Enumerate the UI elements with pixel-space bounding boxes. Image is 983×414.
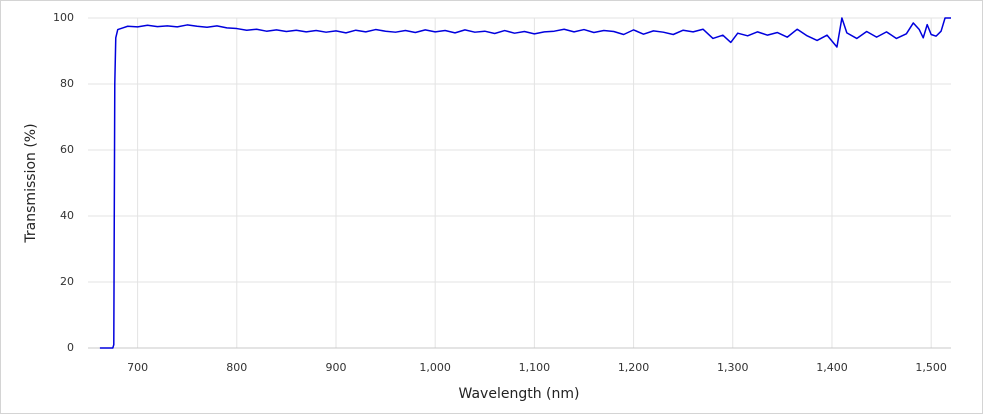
- x-tick-label: 1,100: [519, 361, 551, 374]
- x-tick-label: 1,500: [915, 361, 947, 374]
- x-tick-label: 1,400: [816, 361, 848, 374]
- y-tick-label: 0: [67, 341, 74, 354]
- x-tick-label: 900: [325, 361, 346, 374]
- x-tick-label: 1,200: [618, 361, 650, 374]
- x-axis-title: Wavelength (nm): [459, 386, 580, 402]
- y-tick-label: 20: [60, 275, 74, 288]
- y-tick-label: 80: [60, 77, 74, 90]
- x-tick-label: 800: [226, 361, 247, 374]
- data-line: [99, 17, 951, 349]
- y-tick-label: 100: [53, 11, 74, 24]
- x-tick-label: 700: [127, 361, 148, 374]
- y-tick-label: 40: [60, 209, 74, 222]
- y-axis-title: Transmission (%): [23, 123, 39, 243]
- x-tick-label: 1,000: [419, 361, 451, 374]
- y-tick-label: 60: [60, 143, 74, 156]
- x-tick-label: 1,300: [717, 361, 749, 374]
